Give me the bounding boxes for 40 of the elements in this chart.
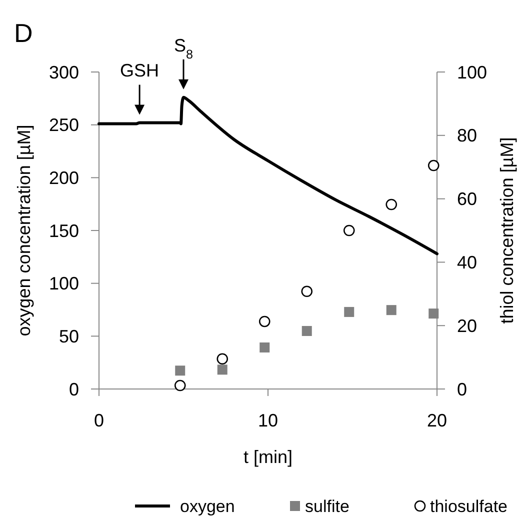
y-tick-label: 200	[48, 168, 79, 188]
y2-tick-label: 100	[457, 62, 488, 82]
point	[258, 316, 270, 328]
y2-tick-label: 0	[457, 379, 468, 400]
annotation: S$_{8}$	[174, 35, 194, 62]
point	[217, 364, 228, 375]
y2-axis-title: thiol concentration [µM]	[497, 137, 517, 324]
y-tick-label: 0	[68, 379, 79, 400]
legend-label: sulfite	[305, 496, 350, 516]
y2-tick-label: 40	[457, 252, 478, 272]
y-tick-label: 50	[58, 326, 79, 346]
line-series	[98, 96, 438, 256]
point	[174, 380, 186, 392]
text: D	[14, 18, 33, 48]
point	[216, 353, 228, 365]
y-axis-title: oxygen concentration [µM]	[14, 124, 34, 336]
y2-tick-label: 60	[457, 189, 478, 210]
y2-tick-label: 20	[457, 316, 478, 336]
y-tick-label: 100	[48, 274, 79, 294]
legend-label: thiosulfate	[430, 496, 508, 516]
point	[386, 198, 398, 210]
x-tick-label: 10	[258, 410, 278, 430]
y2-tick-label: 80	[457, 126, 478, 146]
point	[428, 308, 439, 319]
point	[428, 160, 440, 172]
legend-label: oxygen	[180, 496, 235, 516]
annotation: GSH	[120, 60, 160, 81]
y-tick-label: 150	[48, 220, 79, 241]
point	[386, 305, 396, 316]
y-tick-label: 300	[48, 62, 79, 82]
point	[302, 326, 312, 336]
point	[344, 306, 354, 317]
x-axis-title: t [min]	[243, 447, 293, 467]
x-tick-label: 20	[426, 410, 448, 430]
x-tick-label: 0	[94, 410, 104, 430]
point	[175, 366, 186, 376]
point	[301, 286, 313, 298]
point	[343, 224, 355, 236]
y-tick-label: 250	[48, 115, 79, 136]
point	[260, 342, 270, 352]
